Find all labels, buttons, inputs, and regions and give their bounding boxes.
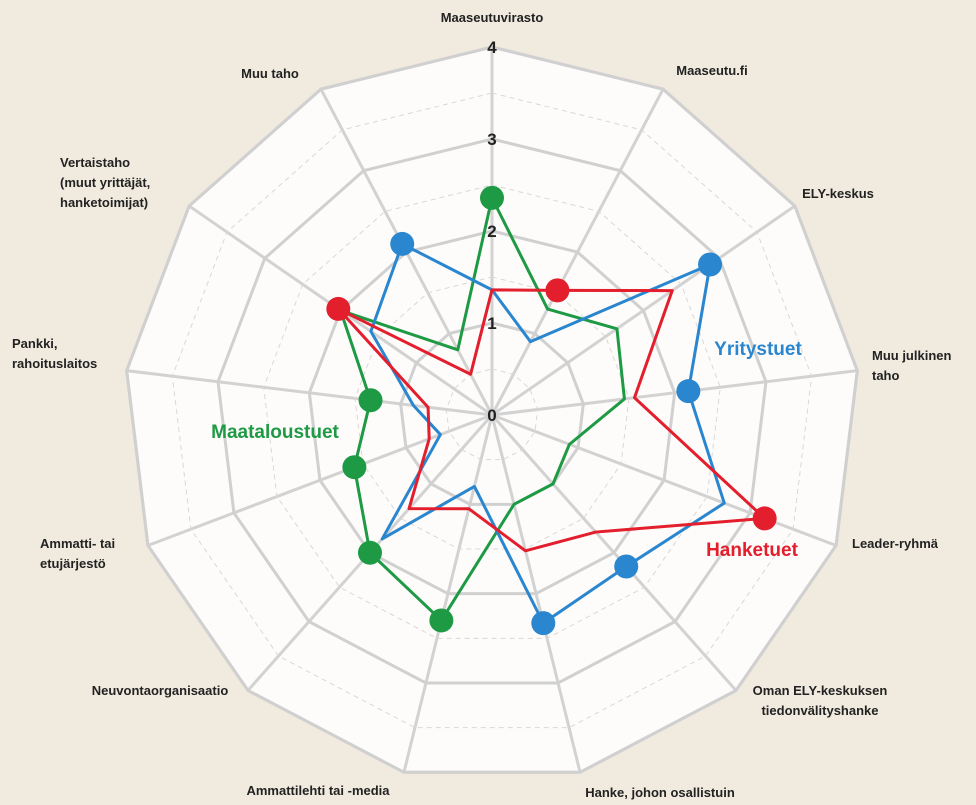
marker	[429, 608, 454, 633]
marker	[358, 388, 383, 413]
category-label: Maaseutu.fi	[676, 63, 748, 78]
category-label: Oman ELY-keskuksen tiedonvälityshanke	[753, 683, 888, 718]
category-label-line: Neuvontaorganisaatio	[92, 683, 229, 698]
category-label: Leader-ryhmä	[852, 536, 939, 551]
minor-grid	[263, 184, 721, 639]
marker	[357, 540, 382, 565]
minor-grid	[171, 92, 813, 729]
category-label-line: Ammatti- tai	[40, 536, 115, 551]
y-tick-label: 1	[487, 314, 496, 333]
y-tick-label: 2	[487, 222, 496, 241]
minor-grid	[445, 368, 539, 461]
marker	[480, 185, 504, 210]
category-label-line: Vertaistaho	[60, 155, 130, 170]
category-label: Muu taho	[241, 66, 299, 81]
category-label-line: taho	[872, 368, 900, 383]
category-label-line: tiedonvälityshanke	[761, 703, 878, 718]
category-label-line: Maaseutu.fi	[676, 63, 748, 78]
marker	[545, 278, 570, 303]
category-label-line: Ammattilehti tai -media	[246, 783, 390, 798]
category-label: Pankki, rahoituslaitos	[12, 336, 97, 371]
category-label-line: Hanke, johon osallistuin	[585, 785, 735, 800]
category-label: Ammattilehti tai -media	[246, 783, 390, 798]
y-tick-label: 0	[487, 406, 496, 425]
category-label-line: Pankki,	[12, 336, 58, 351]
marker	[326, 296, 351, 321]
category-label-line: Oman ELY-keskuksen	[753, 683, 888, 698]
marker	[531, 611, 556, 636]
category-label: ELY-keskus	[802, 186, 874, 201]
category-label-line: Muu taho	[241, 66, 299, 81]
marker	[676, 379, 701, 404]
category-label: Ammatti- tai etujärjestö	[40, 536, 115, 571]
category-label: Muu julkinen taho	[872, 348, 952, 383]
series-label: Hanketuet	[706, 540, 799, 561]
category-label-line: hanketoimijat)	[60, 195, 148, 210]
category-label: Hanke, johon osallistuin	[585, 785, 735, 800]
marker	[342, 455, 367, 480]
category-label-line: Maaseutuvirasto	[441, 10, 544, 25]
category-label: Neuvontaorganisaatio	[92, 683, 229, 698]
series-line	[339, 196, 626, 622]
series-line	[336, 288, 767, 553]
category-label-line: Muu julkinen	[872, 348, 952, 363]
series-line	[369, 242, 726, 625]
category-label-line: ELY-keskus	[802, 186, 874, 201]
category-label-line: rahoituslaitos	[12, 356, 97, 371]
category-label-line: Leader-ryhmä	[852, 536, 939, 551]
grid-line	[216, 137, 768, 685]
category-label: Vertaistaho (muut yrittäjät, hanketoimijat…	[60, 155, 150, 210]
series-label: Yritystuet	[714, 339, 802, 360]
y-tick-label: 4	[487, 38, 497, 57]
grid-line	[399, 321, 585, 506]
marker	[390, 231, 415, 256]
category-label-line: (muut yrittäjät,	[60, 175, 150, 190]
category-label: Maaseutuvirasto	[441, 10, 544, 25]
marker	[698, 252, 723, 277]
series-label: Maataloustuet	[211, 422, 339, 443]
grid-line	[125, 45, 859, 774]
y-tick-label: 3	[487, 130, 496, 149]
marker	[752, 506, 777, 531]
category-label-line: etujärjestö	[40, 556, 106, 571]
marker	[614, 554, 639, 579]
grid-line	[307, 229, 677, 596]
